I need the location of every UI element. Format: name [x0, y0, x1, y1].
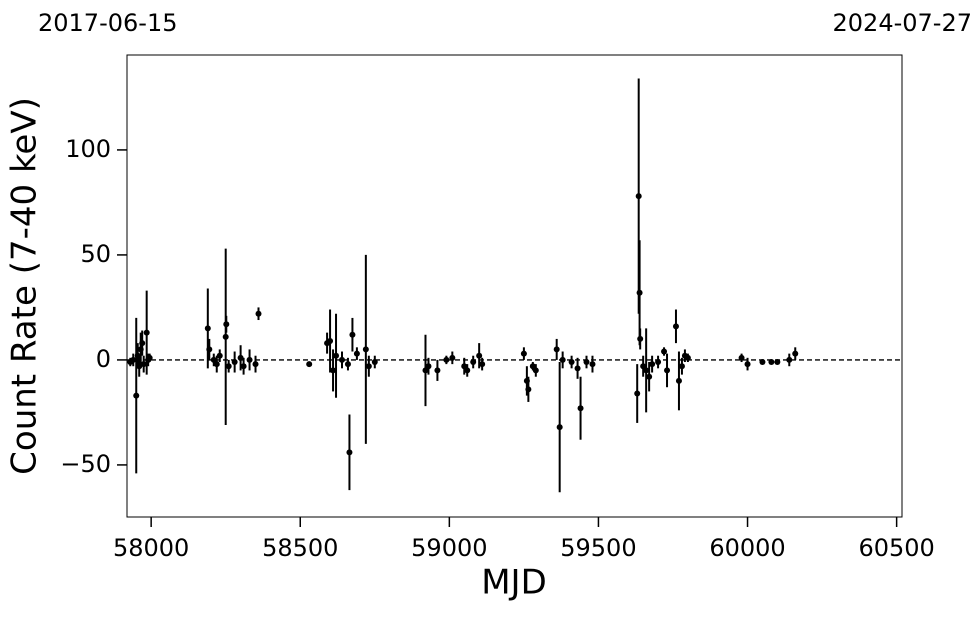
data-point — [434, 367, 441, 374]
data-point — [213, 361, 220, 368]
data-point — [333, 352, 340, 359]
y-tick-label: 0 — [96, 345, 111, 373]
data-point — [449, 354, 456, 361]
data-point — [661, 348, 668, 355]
data-point — [346, 449, 353, 456]
data-point — [574, 365, 581, 372]
x-tick-label: 58500 — [262, 534, 338, 562]
data-point — [738, 354, 745, 361]
data-point — [146, 354, 153, 361]
data-point — [231, 359, 238, 366]
data-point — [422, 367, 429, 374]
x-tick-label: 60500 — [858, 534, 934, 562]
data-point — [556, 424, 563, 431]
data-point — [464, 367, 471, 374]
data-point — [479, 361, 486, 368]
data-point — [252, 361, 259, 368]
data-point — [443, 356, 450, 363]
x-tick-label: 60000 — [709, 534, 785, 562]
data-point — [425, 363, 432, 370]
data-point — [637, 335, 644, 342]
data-point — [786, 356, 793, 363]
data-point — [139, 340, 146, 347]
data-point — [759, 359, 766, 366]
y-tick-label: 100 — [65, 135, 111, 163]
data-point — [349, 331, 356, 338]
data-point — [655, 359, 662, 366]
data-point — [774, 359, 781, 366]
data-point — [664, 367, 671, 374]
data-point — [362, 346, 369, 353]
data-point — [206, 346, 213, 353]
data-point — [559, 356, 566, 363]
data-point — [225, 363, 232, 370]
data-point — [568, 359, 575, 366]
x-tick-label: 59500 — [560, 534, 636, 562]
data-point — [583, 359, 590, 366]
data-point — [684, 354, 691, 361]
data-point — [371, 359, 378, 366]
data-point — [223, 321, 230, 328]
data-point — [520, 350, 527, 357]
data-point — [577, 405, 584, 412]
data-point — [353, 350, 360, 357]
data-point — [222, 333, 229, 340]
data-point — [461, 363, 468, 370]
data-point — [635, 193, 642, 200]
data-point — [646, 373, 653, 380]
x-tick-label: 58000 — [113, 534, 189, 562]
end-date: 2024-07-27 — [833, 9, 972, 37]
y-tick-label: −50 — [60, 450, 111, 478]
data-point — [240, 363, 247, 370]
data-point — [675, 377, 682, 384]
data-point — [553, 346, 560, 353]
data-point — [649, 361, 656, 368]
data-point — [133, 392, 140, 399]
data-point — [204, 325, 211, 332]
data-point — [636, 289, 643, 296]
plot-frame — [126, 54, 903, 518]
data-point — [470, 359, 477, 366]
data-point — [210, 356, 217, 363]
x-tick-label: 59000 — [411, 534, 487, 562]
data-point — [140, 361, 147, 368]
x-axis-label: MJD — [481, 563, 547, 603]
data-point — [255, 310, 262, 317]
data-point — [768, 359, 775, 366]
start-date: 2017-06-15 — [38, 9, 177, 37]
data-point — [365, 363, 372, 370]
data-point — [640, 363, 647, 370]
data-point — [744, 361, 751, 368]
data-point — [344, 361, 351, 368]
data-point — [529, 363, 536, 370]
data-point — [330, 367, 337, 374]
data-point — [237, 354, 244, 361]
data-point — [327, 338, 334, 345]
data-point — [338, 356, 345, 363]
data-point — [246, 356, 253, 363]
data-point — [532, 367, 539, 374]
data-point — [130, 356, 137, 363]
data-point — [634, 390, 641, 397]
data-point — [525, 386, 532, 393]
data-point — [678, 363, 685, 370]
data-point — [589, 361, 596, 368]
data-point — [643, 367, 650, 374]
y-tick-label: 50 — [80, 240, 111, 268]
data-point — [306, 361, 313, 368]
data-point — [216, 352, 223, 359]
data-point — [672, 323, 679, 330]
data-point — [476, 352, 483, 359]
data-point — [792, 350, 799, 357]
y-axis-label: Count Rate (7-40 keV) — [5, 97, 45, 475]
data-point — [143, 329, 150, 336]
